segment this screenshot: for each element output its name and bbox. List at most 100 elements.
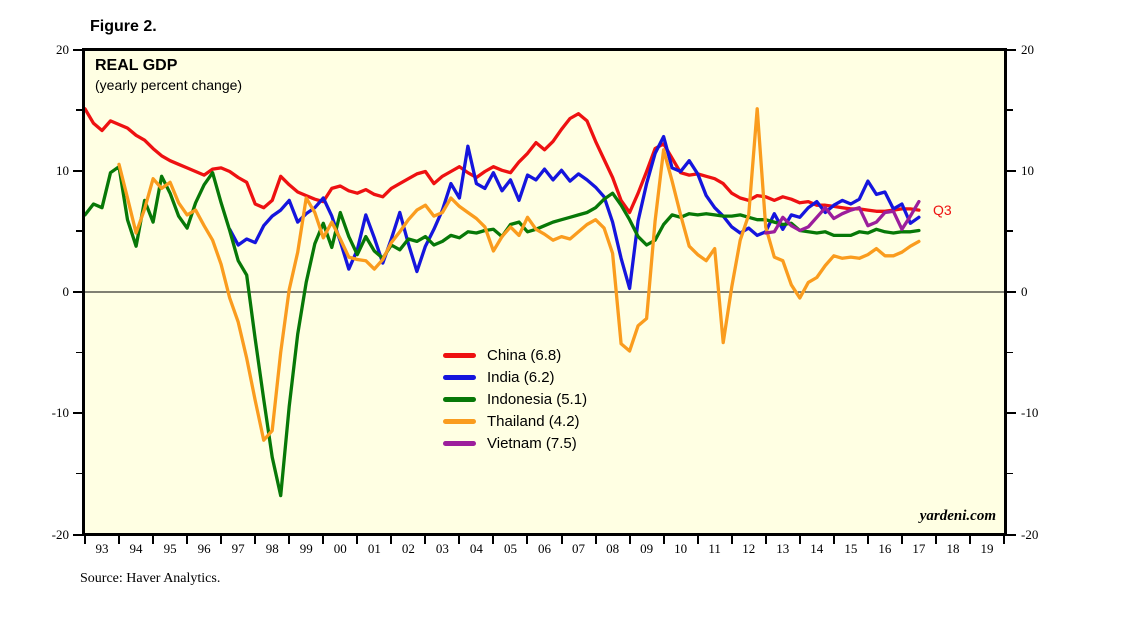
x-axis-label: 06 — [538, 541, 551, 556]
x-axis-label: 17 — [912, 541, 926, 556]
x-axis-label: 13 — [776, 541, 790, 556]
x-year-tick — [288, 536, 291, 544]
y-major-tick-right — [1007, 291, 1016, 293]
x-year-tick — [968, 536, 971, 544]
legend-swatch-thailand — [443, 418, 476, 424]
x-axis-label: 12 — [742, 541, 756, 556]
plot-area: REAL GDP (yearly percent change) yardeni… — [82, 48, 1007, 536]
x-axis-label: 94 — [129, 541, 143, 556]
x-year-tick — [832, 536, 835, 544]
y-axis-label-left: 0 — [62, 284, 70, 299]
x-axis-label: 11 — [708, 541, 721, 556]
y-axis-label-right: 20 — [1021, 41, 1034, 57]
x-axis-label: 01 — [367, 541, 381, 556]
y-major-tick-right — [1007, 48, 1016, 51]
legend-swatch-indonesia — [443, 396, 476, 402]
x-axis-label: 14 — [810, 541, 824, 556]
x-year-tick — [764, 536, 767, 544]
y-major-tick-right — [1007, 533, 1016, 536]
x-year-tick — [84, 536, 86, 544]
x-axis-label: 93 — [95, 541, 109, 556]
y-major-tick-left — [73, 169, 82, 172]
x-year-tick — [594, 536, 597, 544]
x-year-tick — [118, 536, 121, 544]
y-minor-tick-right — [1007, 351, 1013, 354]
x-axis-label: 07 — [572, 541, 586, 556]
y-axis-label-right: 0 — [1021, 284, 1028, 299]
legend: China (6.8) India (6.2) Indonesia (5.1) Tha… — [443, 344, 587, 454]
legend-label-india: India (6.2) — [487, 368, 555, 386]
x-axis-label: 16 — [878, 541, 892, 556]
y-minor-tick-right — [1007, 109, 1013, 111]
series-line-thailand — [117, 107, 921, 442]
x-year-tick — [322, 536, 325, 544]
y-minor-tick-left — [76, 472, 82, 475]
x-year-tick — [390, 536, 393, 544]
legend-swatch-vietnam — [443, 440, 476, 446]
legend-row-thailand: Thailand (4.2) — [443, 410, 587, 432]
x-axis-label: 95 — [163, 541, 177, 556]
watermark: yardeni.com — [919, 508, 996, 524]
y-axis-label-left: -20 — [51, 526, 69, 542]
x-axis-label: 97 — [231, 541, 245, 556]
series-line-india — [228, 134, 921, 291]
y-minor-tick-right — [1007, 472, 1013, 475]
y-major-tick-right — [1007, 169, 1016, 172]
x-year-tick — [152, 536, 155, 544]
series-line-vietnam — [764, 199, 921, 235]
legend-label-vietnam: Vietnam (7.5) — [487, 434, 577, 452]
y-minor-tick-left — [76, 109, 82, 111]
legend-row-indonesia: Indonesia (5.1) — [443, 388, 587, 410]
figure-label: Figure 2. — [90, 18, 157, 35]
x-year-tick — [560, 536, 563, 544]
y-minor-tick-right — [1007, 230, 1013, 232]
y-minor-tick-left — [76, 230, 82, 232]
y-axis-label-left: 20 — [56, 41, 69, 57]
x-year-tick — [628, 536, 631, 544]
x-axis-label: 18 — [946, 541, 960, 556]
legend-swatch-india — [443, 374, 476, 380]
x-axis-label: 00 — [333, 541, 347, 556]
series-line-china — [85, 107, 921, 215]
chart-title: REAL GDP — [95, 57, 178, 74]
legend-label-china: China (6.8) — [487, 346, 562, 364]
x-axis-label: 15 — [844, 541, 858, 556]
x-year-tick — [1003, 536, 1005, 544]
x-year-tick — [492, 536, 495, 544]
chart-subtitle: (yearly percent change) — [95, 77, 243, 93]
x-year-tick — [900, 536, 903, 544]
x-axis-label: 99 — [299, 541, 313, 556]
x-axis-label: 04 — [469, 541, 483, 556]
y-axis-label-right: -20 — [1021, 526, 1039, 542]
legend-row-india: India (6.2) — [443, 366, 587, 388]
legend-row-vietnam: Vietnam (7.5) — [443, 432, 587, 454]
x-year-tick — [356, 536, 359, 544]
x-year-tick — [254, 536, 257, 544]
x-axis-label: 10 — [674, 541, 688, 556]
q3-annotation: Q3 — [933, 202, 952, 218]
x-axis-label: 05 — [503, 541, 517, 556]
y-major-tick-left — [73, 291, 82, 293]
x-axis-label: 19 — [980, 541, 994, 556]
y-major-tick-left — [73, 48, 82, 51]
x-year-tick — [526, 536, 529, 544]
x-year-tick — [186, 536, 189, 544]
x-year-tick — [220, 536, 223, 544]
y-axis-label-right: 10 — [1021, 162, 1034, 178]
x-axis-label: 98 — [265, 541, 279, 556]
y-major-tick-left — [73, 533, 82, 536]
x-axis-label: 08 — [606, 541, 620, 556]
x-year-tick — [696, 536, 699, 544]
x-year-tick — [798, 536, 801, 544]
legend-row-china: China (6.8) — [443, 344, 587, 366]
x-year-tick — [662, 536, 665, 544]
x-year-tick — [866, 536, 869, 544]
x-year-tick — [934, 536, 937, 544]
y-major-tick-left — [73, 412, 82, 415]
x-axis-label: 02 — [401, 541, 415, 556]
y-axis-label-left: -10 — [51, 405, 69, 421]
legend-label-thailand: Thailand (4.2) — [487, 412, 580, 430]
x-year-tick — [730, 536, 733, 544]
x-axis-label: 96 — [197, 541, 211, 556]
